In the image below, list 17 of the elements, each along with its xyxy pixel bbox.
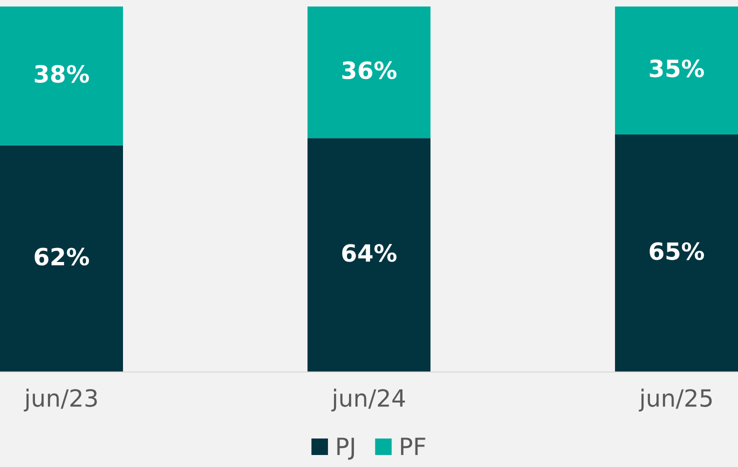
data-label: 36% [342,61,397,80]
legend-label: PJ [337,438,354,460]
x-tick-label: jun/25 [638,388,712,412]
bar [0,6,123,146]
x-tick-label: jun/24 [331,388,405,412]
bar [308,138,430,372]
data-label: 38% [34,64,90,83]
bar [308,6,430,138]
legend-label: PF [401,438,426,455]
bar [615,134,738,372]
data-label: 62% [34,248,90,266]
bar [615,6,738,134]
x-tick-label: jun/23 [24,388,97,412]
bar [0,145,123,372]
data-label: 65% [650,242,704,260]
data-label: 64% [342,244,397,262]
data-label: 35% [650,59,704,78]
